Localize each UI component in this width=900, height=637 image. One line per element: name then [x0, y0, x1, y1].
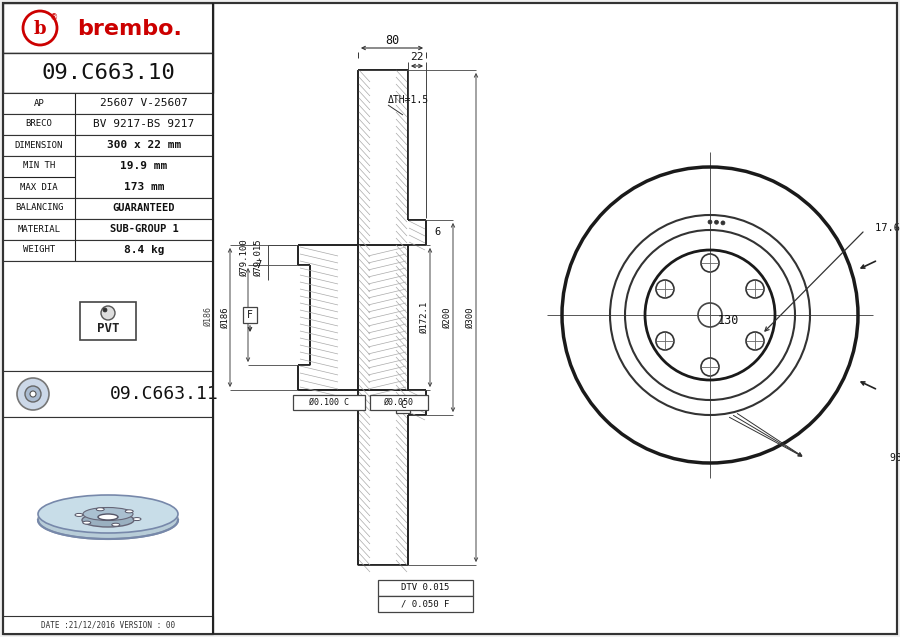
Circle shape	[746, 280, 764, 298]
Text: Ø172.1: Ø172.1	[419, 301, 428, 333]
Text: Ø0.050: Ø0.050	[384, 397, 414, 406]
Circle shape	[721, 221, 725, 225]
Text: Ø186: Ø186	[220, 306, 230, 328]
Text: brembo.: brembo.	[77, 19, 183, 39]
Ellipse shape	[75, 513, 83, 517]
Text: BRECO: BRECO	[25, 120, 52, 129]
Circle shape	[656, 280, 674, 298]
Text: C: C	[400, 400, 406, 410]
Text: Ø0.100 C: Ø0.100 C	[309, 397, 349, 406]
Bar	[3, 156, 213, 198]
Text: F: F	[248, 310, 253, 320]
Bar	[378, 596, 473, 612]
Ellipse shape	[125, 510, 133, 513]
Ellipse shape	[112, 523, 120, 526]
Bar	[3, 616, 213, 634]
Bar	[3, 240, 213, 261]
Circle shape	[30, 391, 36, 397]
Circle shape	[103, 308, 107, 312]
Text: Ø79.100: Ø79.100	[239, 238, 248, 276]
Ellipse shape	[83, 521, 91, 524]
Text: MIN TH: MIN TH	[22, 162, 55, 171]
Text: PVT: PVT	[97, 322, 119, 336]
Circle shape	[656, 332, 674, 350]
Text: 80: 80	[385, 34, 399, 47]
Text: 7: 7	[255, 260, 261, 270]
Text: MATERIAL: MATERIAL	[17, 224, 60, 234]
Text: 130: 130	[718, 313, 740, 327]
Circle shape	[701, 358, 719, 376]
Bar	[3, 417, 213, 634]
Bar	[80, 302, 136, 340]
Bar	[3, 198, 213, 219]
Text: BALANCING: BALANCING	[14, 203, 63, 213]
Circle shape	[405, 120, 785, 500]
Bar	[3, 371, 213, 417]
Bar	[3, 3, 213, 53]
Text: 09.C663.11: 09.C663.11	[110, 385, 219, 403]
Circle shape	[708, 220, 712, 224]
Ellipse shape	[38, 495, 178, 533]
Text: 17.65 (X5): 17.65 (X5)	[875, 222, 900, 232]
Bar	[3, 53, 213, 93]
Text: SUB-GROUP 1: SUB-GROUP 1	[110, 224, 178, 234]
Text: Ø79.015: Ø79.015	[254, 238, 263, 276]
Text: DATE :21/12/2016 VERSION : 00: DATE :21/12/2016 VERSION : 00	[40, 620, 176, 629]
Ellipse shape	[38, 501, 178, 539]
Ellipse shape	[96, 508, 104, 511]
Circle shape	[25, 386, 41, 402]
Ellipse shape	[82, 513, 134, 527]
Text: / 0.050 F: / 0.050 F	[400, 599, 449, 608]
Bar	[3, 93, 213, 114]
Text: 93 PILLARS(31+31+31): 93 PILLARS(31+31+31)	[890, 453, 900, 463]
Text: WEIGHT: WEIGHT	[22, 245, 55, 255]
Text: Ø200: Ø200	[443, 306, 452, 328]
Text: DIMENSION: DIMENSION	[14, 141, 63, 150]
Bar	[3, 219, 213, 240]
Bar	[370, 395, 428, 410]
Text: GUARANTEED: GUARANTEED	[112, 203, 176, 213]
Text: AP: AP	[33, 99, 44, 108]
Circle shape	[701, 254, 719, 272]
Text: b: b	[33, 20, 46, 38]
Bar	[378, 580, 473, 596]
Text: Ø300: Ø300	[465, 306, 474, 328]
Text: Ø186: Ø186	[203, 306, 212, 326]
Text: 09.C663.10: 09.C663.10	[41, 63, 175, 83]
Text: ΔTH=1.5: ΔTH=1.5	[388, 95, 429, 105]
Ellipse shape	[83, 508, 133, 520]
Text: BV 9217-BS 9217: BV 9217-BS 9217	[94, 119, 194, 129]
Text: ®: ®	[50, 13, 58, 22]
Text: 300 x 22 mm: 300 x 22 mm	[107, 140, 181, 150]
Bar	[3, 261, 213, 371]
Circle shape	[101, 306, 115, 320]
Text: DTV 0.015: DTV 0.015	[400, 583, 449, 592]
Circle shape	[17, 378, 49, 410]
Circle shape	[715, 220, 718, 224]
Bar	[3, 114, 213, 135]
Circle shape	[23, 11, 57, 45]
Text: 22: 22	[410, 52, 424, 62]
Text: 173 mm: 173 mm	[124, 182, 164, 192]
Text: MAX DIA: MAX DIA	[20, 182, 58, 192]
Bar	[396, 397, 410, 413]
Text: 6: 6	[434, 227, 440, 237]
Text: 19.9 mm: 19.9 mm	[121, 161, 167, 171]
Text: 8.4 kg: 8.4 kg	[124, 245, 164, 255]
Bar	[243, 307, 257, 323]
Text: PARTS SOFT: PARTS SOFT	[509, 438, 670, 462]
Ellipse shape	[133, 518, 141, 520]
Text: 25607 V-25607: 25607 V-25607	[100, 98, 188, 108]
Bar	[293, 395, 365, 410]
Circle shape	[746, 332, 764, 350]
Bar	[3, 135, 213, 156]
Ellipse shape	[98, 514, 118, 520]
